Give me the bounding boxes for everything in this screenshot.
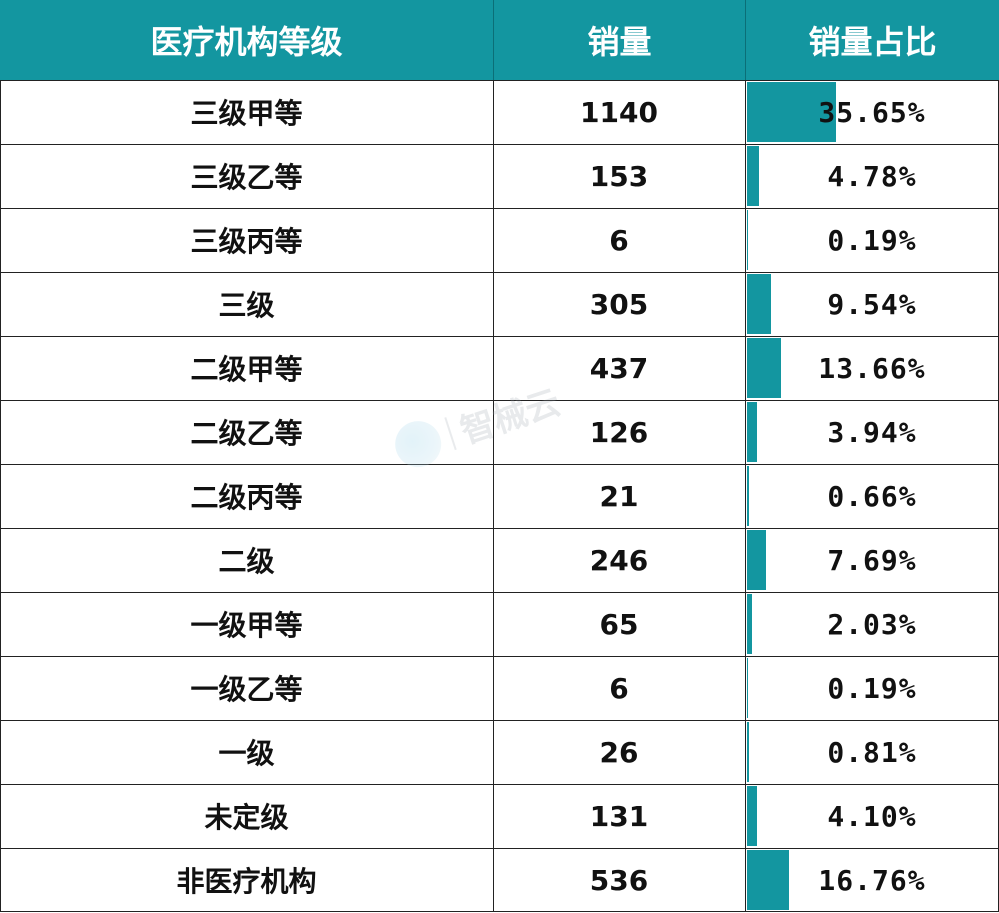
row-divider	[0, 144, 999, 145]
table-row: 三级甲等 1140 35.65%	[0, 80, 999, 144]
share-cell: 0.66%	[745, 464, 999, 528]
share-label: 9.54%	[827, 287, 917, 321]
sales-cell: 1140	[580, 95, 658, 129]
column-divider	[493, 80, 494, 912]
share-label: 3.94%	[827, 415, 917, 449]
share-cell: 7.69%	[745, 528, 999, 592]
share-label: 0.66%	[827, 479, 917, 513]
share-label: 4.10%	[827, 799, 917, 833]
row-divider	[0, 272, 999, 273]
sales-cell: 131	[589, 799, 649, 833]
level-cell: 三级甲等	[190, 97, 303, 130]
sales-cell: 305	[589, 287, 649, 321]
share-cell: 35.65%	[745, 80, 999, 144]
header-level: 医疗机构等级	[0, 0, 493, 80]
sales-cell: 21	[599, 479, 639, 513]
share-cell: 4.10%	[745, 784, 999, 848]
row-divider	[0, 848, 999, 849]
level-cell: 一级乙等	[190, 673, 303, 706]
table-row: 未定级 131 4.10%	[0, 784, 999, 848]
share-label: 4.78%	[827, 159, 917, 193]
sales-cell: 6	[609, 671, 629, 705]
table-row: 一级 26 0.81%	[0, 720, 999, 784]
sales-cell: 65	[599, 607, 639, 641]
share-label: 7.69%	[827, 543, 917, 577]
share-label: 0.19%	[827, 223, 917, 257]
row-divider	[0, 911, 999, 912]
share-label: 0.19%	[827, 671, 917, 705]
sales-cell: 126	[589, 415, 649, 449]
share-label: 13.66%	[818, 351, 926, 385]
column-divider	[0, 80, 1, 912]
sales-cell: 246	[589, 543, 649, 577]
share-bar	[747, 786, 758, 846]
share-bar	[747, 466, 749, 526]
share-bar	[747, 722, 750, 782]
share-bar	[747, 146, 759, 206]
row-divider	[0, 528, 999, 529]
share-label: 2.03%	[827, 607, 917, 641]
level-cell: 三级	[218, 289, 275, 322]
share-cell: 0.19%	[745, 208, 999, 272]
share-cell: 4.78%	[745, 144, 999, 208]
share-bar	[747, 210, 748, 270]
share-cell: 9.54%	[745, 272, 999, 336]
table-row: 三级丙等 6 0.19%	[0, 208, 999, 272]
share-cell: 2.03%	[745, 592, 999, 656]
level-cell: 二级乙等	[190, 417, 303, 450]
share-label: 0.81%	[827, 735, 917, 769]
table-row: 二级丙等 21 0.66%	[0, 464, 999, 528]
table-row: 一级甲等 65 2.03%	[0, 592, 999, 656]
row-divider	[0, 720, 999, 721]
share-cell: 13.66%	[745, 336, 999, 400]
level-cell: 二级丙等	[190, 481, 303, 514]
row-divider	[0, 400, 999, 401]
share-label: 16.76%	[818, 863, 926, 897]
level-cell: 三级乙等	[190, 161, 303, 194]
table-row: 非医疗机构 536 16.76%	[0, 848, 999, 912]
table-row: 二级甲等 437 13.66%	[0, 336, 999, 400]
level-cell: 三级丙等	[190, 225, 303, 258]
row-divider	[0, 592, 999, 593]
sales-cell: 536	[589, 863, 649, 897]
level-cell: 二级甲等	[190, 353, 303, 386]
share-cell: 3.94%	[745, 400, 999, 464]
sales-cell: 153	[589, 159, 649, 193]
table-row: 三级 305 9.54%	[0, 272, 999, 336]
share-bar	[747, 530, 767, 590]
table-row: 一级乙等 6 0.19%	[0, 656, 999, 720]
sales-cell: 6	[609, 223, 629, 257]
level-cell: 二级	[218, 545, 275, 578]
share-bar	[747, 402, 757, 462]
column-divider	[745, 80, 746, 912]
share-cell: 0.81%	[745, 720, 999, 784]
share-bar	[747, 850, 789, 910]
header-sales: 销量	[493, 0, 745, 80]
share-cell: 0.19%	[745, 656, 999, 720]
row-divider	[0, 464, 999, 465]
share-bar	[747, 338, 782, 398]
share-bar	[747, 274, 771, 334]
row-divider	[0, 336, 999, 337]
level-cell: 未定级	[204, 801, 289, 834]
row-divider	[0, 656, 999, 657]
table-row: 三级乙等 153 4.78%	[0, 144, 999, 208]
share-bar	[747, 658, 748, 718]
share-bar	[747, 594, 753, 654]
share-bar	[747, 82, 837, 142]
table-row: 二级乙等 126 3.94%	[0, 400, 999, 464]
header-share: 销量占比	[745, 0, 999, 80]
table-row: 二级 246 7.69%	[0, 528, 999, 592]
level-cell: 非医疗机构	[176, 865, 317, 898]
row-divider	[0, 80, 999, 81]
level-cell: 一级甲等	[190, 609, 303, 642]
share-label: 35.65%	[818, 95, 926, 129]
sales-cell: 26	[599, 735, 639, 769]
level-cell: 一级	[218, 737, 275, 770]
row-divider	[0, 208, 999, 209]
row-divider	[0, 784, 999, 785]
share-cell: 16.76%	[745, 848, 999, 912]
sales-cell: 437	[589, 351, 649, 385]
